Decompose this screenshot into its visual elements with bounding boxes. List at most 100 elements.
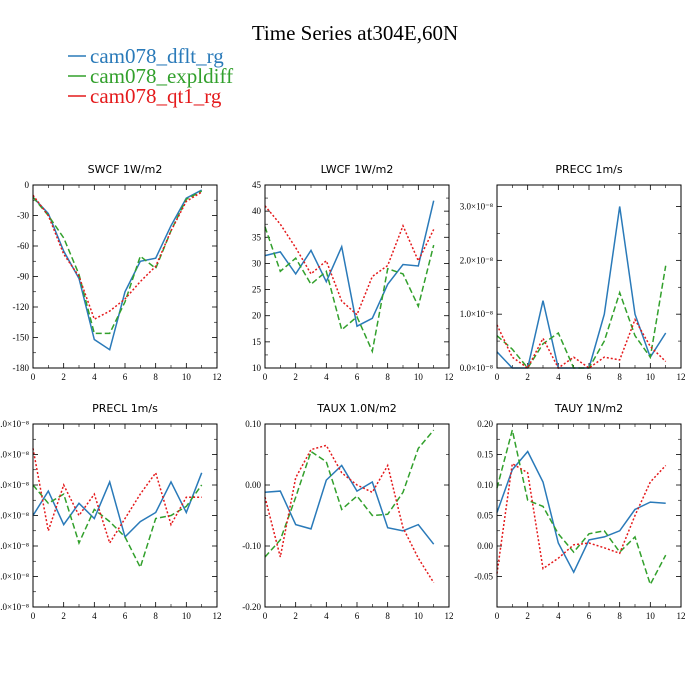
y-tick-label: 1.0×10⁻⁸ xyxy=(460,309,493,319)
x-tick-label: 8 xyxy=(153,611,158,621)
x-tick-label: 0 xyxy=(495,611,500,621)
x-tick-label: 2 xyxy=(61,611,66,621)
y-tick-label: 2.0×10⁻⁸ xyxy=(0,541,29,551)
y-tick-label: 0.0×10⁻⁸ xyxy=(460,363,493,373)
y-tick-label: 6.0×10⁻⁸ xyxy=(0,419,29,429)
x-tick-label: 6 xyxy=(123,611,128,621)
y-tick-label: 15 xyxy=(252,337,262,347)
y-tick-label: 30 xyxy=(252,258,262,268)
x-tick-label: 2 xyxy=(525,611,530,621)
chart-panel-4: PRECL 1m/s 0 2 4 6 8 10 12 0.0×10⁻⁸ 1.0×10⁻⁸ 2.0×1… xyxy=(0,402,222,621)
x-tick-label: 8 xyxy=(385,372,390,382)
y-tick-label: 45 xyxy=(252,180,262,190)
y-tick-label: -150 xyxy=(13,333,30,343)
y-tick-label: 0.00 xyxy=(477,541,493,551)
panel-title: PRECL 1m/s xyxy=(92,402,158,415)
y-tick-label: 40 xyxy=(252,206,262,216)
x-tick-label: 8 xyxy=(617,372,622,382)
y-tick-label: 0.0×10⁻⁸ xyxy=(0,602,29,612)
x-tick-label: 12 xyxy=(677,611,686,621)
series-line-expldiff xyxy=(496,429,667,587)
y-tick-label: 0 xyxy=(25,180,30,190)
x-tick-label: 12 xyxy=(445,372,454,382)
y-tick-label: 0.20 xyxy=(477,419,493,429)
x-tick-label: 12 xyxy=(213,611,222,621)
chart-panel-3: PRECC 1m/s 0 2 4 6 8 10 12 0.0×10⁻⁸ 1.0×10⁻⁸ 2.0×1… xyxy=(460,163,686,382)
legend: cam078_dflt_rg cam078_expldiff cam078_qt… xyxy=(68,44,233,108)
series-line-expldiff xyxy=(32,484,203,570)
y-tick-label: 1.0×10⁻⁸ xyxy=(0,572,29,582)
y-tick-label: 3.0×10⁻⁸ xyxy=(0,511,29,521)
x-tick-label: 0 xyxy=(263,372,268,382)
x-tick-label: 12 xyxy=(213,372,222,382)
y-tick-label: 0.10 xyxy=(245,419,261,429)
series-line-dflt xyxy=(264,464,435,545)
y-tick-label: -0.10 xyxy=(242,541,261,551)
series-line-qt1 xyxy=(496,317,667,370)
series-line-dflt xyxy=(32,472,203,539)
series-line-expldiff xyxy=(264,226,435,354)
panel-title: TAUX 1.0N/m2 xyxy=(316,402,397,415)
series-line-qt1 xyxy=(496,462,667,574)
series-line-qt1 xyxy=(264,444,435,584)
y-tick-label: 0.00 xyxy=(245,480,261,490)
y-tick-label: -0.20 xyxy=(242,602,261,612)
x-tick-label: 0 xyxy=(31,372,36,382)
plot-frame xyxy=(264,423,450,608)
series-line-qt1 xyxy=(32,191,203,321)
x-tick-label: 2 xyxy=(61,372,66,382)
x-tick-label: 4 xyxy=(556,372,561,382)
x-tick-label: 4 xyxy=(556,611,561,621)
series-line-expldiff xyxy=(264,429,435,558)
x-tick-label: 12 xyxy=(677,372,686,382)
x-tick-label: 2 xyxy=(525,372,530,382)
chart-panel-2: LWCF 1W/m2 0 2 4 6 8 10 12 10 15 20 25 30 35 40 45 xyxy=(252,163,454,382)
plot-frame xyxy=(32,423,218,608)
panel-title: LWCF 1W/m2 xyxy=(321,163,394,176)
series-line-qt1 xyxy=(264,205,435,316)
chart-panels: SWCF 1W/m2 0 2 4 6 8 10 12 -180 -150 -120 -90 -60 -30… xyxy=(0,163,686,621)
x-tick-label: 6 xyxy=(587,372,592,382)
y-tick-label: 25 xyxy=(252,285,262,295)
y-tick-label: 2.0×10⁻⁸ xyxy=(460,255,493,265)
chart-panel-5: TAUX 1.0N/m2 0 2 4 6 8 10 12 -0.20 -0.10 0.00 0.10 xyxy=(242,402,453,621)
y-tick-label: 0.05 xyxy=(477,511,493,521)
x-tick-label: 8 xyxy=(153,372,158,382)
y-tick-label: 35 xyxy=(252,232,262,242)
x-tick-label: 2 xyxy=(293,611,298,621)
x-tick-label: 10 xyxy=(182,372,192,382)
plot-frame xyxy=(496,184,682,369)
x-tick-label: 6 xyxy=(123,372,128,382)
x-tick-label: 0 xyxy=(495,372,500,382)
chart-panel-6: TAUY 1N/m2 0 2 4 6 8 10 12 -0.05 0.00 0.05 0.10 0.15… xyxy=(474,402,685,621)
x-tick-label: 10 xyxy=(414,372,424,382)
x-tick-label: 6 xyxy=(355,372,360,382)
x-tick-label: 4 xyxy=(92,611,97,621)
series-line-expldiff xyxy=(32,190,203,335)
y-tick-label: 20 xyxy=(252,311,262,321)
y-tick-label: 4.0×10⁻⁸ xyxy=(0,480,29,490)
y-tick-label: -180 xyxy=(13,363,30,373)
x-tick-label: 6 xyxy=(587,611,592,621)
x-tick-label: 4 xyxy=(324,611,329,621)
x-tick-label: 2 xyxy=(293,372,298,382)
plot-frame xyxy=(264,184,450,369)
figure-title: Time Series at304E,60N xyxy=(252,21,458,45)
panel-title: SWCF 1W/m2 xyxy=(88,163,163,176)
y-tick-label: -30 xyxy=(17,211,29,221)
legend-label-dflt: cam078_dflt_rg xyxy=(90,44,224,68)
y-tick-label: 0.15 xyxy=(477,450,493,460)
x-tick-label: 10 xyxy=(646,372,656,382)
plot-frame xyxy=(32,184,218,369)
x-tick-label: 6 xyxy=(355,611,360,621)
series-line-qt1 xyxy=(32,448,202,545)
y-tick-label: 3.0×10⁻⁸ xyxy=(460,202,493,212)
x-tick-label: 4 xyxy=(92,372,97,382)
x-tick-label: 4 xyxy=(324,372,329,382)
x-tick-label: 10 xyxy=(414,611,424,621)
x-tick-label: 8 xyxy=(385,611,390,621)
y-tick-label: 0.10 xyxy=(477,480,493,490)
plot-frame xyxy=(496,423,682,608)
legend-label-expldiff: cam078_expldiff xyxy=(90,64,233,88)
series-line-dflt xyxy=(32,189,203,351)
